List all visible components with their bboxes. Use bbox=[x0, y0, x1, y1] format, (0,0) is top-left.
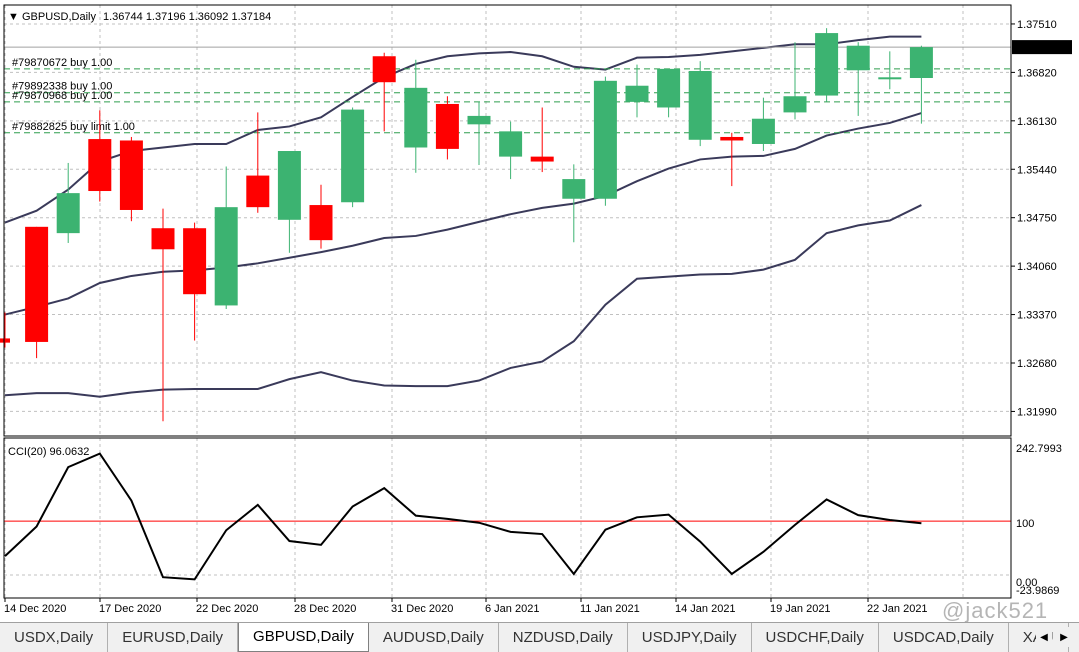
chart-frame bbox=[3, 4, 1012, 599]
date-tick-label: 11 Jan 2021 bbox=[580, 603, 640, 615]
candle-body bbox=[751, 118, 775, 144]
cci-axis-top: 242.7993 bbox=[1016, 443, 1062, 455]
cci-pane-border bbox=[3, 437, 1012, 599]
candle-body bbox=[435, 103, 459, 149]
tab-usdjpy-daily[interactable]: USDJPY,Daily bbox=[628, 623, 752, 652]
candle-body bbox=[499, 131, 523, 157]
candle-body bbox=[119, 140, 143, 210]
price-tick-label: 1.36130 bbox=[1017, 116, 1057, 128]
main-pane-border bbox=[3, 4, 1012, 437]
tab-usdx-daily[interactable]: USDX,Daily bbox=[0, 623, 109, 652]
current-price-label: 1.37184 bbox=[1017, 42, 1057, 54]
tab-scroll-right-icon[interactable]: ▶ bbox=[1056, 627, 1072, 647]
tab-usdcad-daily[interactable]: USDCAD,Daily bbox=[879, 623, 1009, 652]
candle-body bbox=[0, 338, 10, 343]
cci-level-label: 100 bbox=[1016, 518, 1034, 530]
cci-title: CCI(20) 96.0632 bbox=[8, 446, 89, 458]
price-tick-label: 1.36820 bbox=[1017, 67, 1057, 79]
order-label: #79870672 buy 1.00 bbox=[12, 57, 112, 69]
date-tick-label: 14 Dec 2020 bbox=[4, 603, 66, 615]
chart-title-ohlc: 1.36744 1.37196 1.36092 1.37184 bbox=[103, 11, 271, 23]
date-tick-label: 14 Jan 2021 bbox=[675, 603, 736, 615]
candle-body bbox=[625, 85, 649, 102]
order-label: #79882825 buy limit 1.00 bbox=[12, 121, 135, 133]
candle-body bbox=[56, 193, 80, 234]
price-tick-label: 1.34060 bbox=[1017, 261, 1057, 273]
candle-body bbox=[372, 56, 396, 83]
cci-line bbox=[4, 452, 922, 581]
order-label: #79892338 buy 1.00 bbox=[12, 81, 112, 93]
tab-audusd-daily[interactable]: AUDUSD,Daily bbox=[369, 623, 499, 652]
bollinger-middle-line bbox=[4, 112, 922, 316]
date-tick-label: 17 Dec 2020 bbox=[99, 603, 161, 615]
cci-grid bbox=[4, 438, 964, 598]
candle-body bbox=[878, 77, 902, 80]
cci-axis-bottom: -23.9869 bbox=[1016, 585, 1059, 597]
tab-nzdusd-daily[interactable]: NZDUSD,Daily bbox=[499, 623, 628, 652]
chart-background bbox=[0, 0, 1079, 622]
candle-body bbox=[657, 68, 681, 108]
candle-body bbox=[909, 47, 933, 79]
date-tick-label: 22 Jan 2021 bbox=[867, 603, 928, 615]
candle-body bbox=[246, 175, 270, 208]
price-tick-label: 1.34750 bbox=[1017, 213, 1057, 225]
candle-body bbox=[214, 207, 238, 306]
cci-indicator bbox=[4, 452, 1011, 581]
watermark: @jack521 bbox=[942, 598, 1049, 623]
cci-level-label-bg bbox=[1012, 516, 1038, 530]
chart-title-symbol: GBPUSD,Daily bbox=[22, 11, 96, 23]
date-tick-label: 19 Jan 2021 bbox=[770, 603, 831, 615]
candle-body bbox=[467, 115, 491, 125]
chart-tab-bar: USDX,Daily EURUSD,Daily GBPUSD,Daily AUDUSD… bbox=[0, 622, 1079, 652]
candles bbox=[0, 28, 933, 422]
date-tick-label: 28 Dec 2020 bbox=[294, 603, 356, 615]
tab-gbpusd-daily[interactable]: GBPUSD,Daily bbox=[238, 623, 369, 652]
date-tick-label: 22 Dec 2020 bbox=[196, 603, 258, 615]
date-axis: 14 Dec 2020 17 Dec 2020 22 Dec 2020 28 Dec … bbox=[4, 598, 928, 615]
bollinger-lower-line bbox=[4, 204, 922, 398]
tab-scroll-left-icon[interactable]: ◀ bbox=[1036, 627, 1052, 647]
price-tick-label: 1.37510 bbox=[1017, 19, 1057, 31]
tab-usdchf-daily[interactable]: USDCHF,Daily bbox=[752, 623, 879, 652]
order-label: #79870968 buy 1.00 bbox=[12, 90, 112, 102]
candle-body bbox=[846, 45, 870, 71]
candle-body bbox=[530, 156, 554, 162]
date-tick-label: 6 Jan 2021 bbox=[485, 603, 539, 615]
candle-body bbox=[404, 87, 428, 148]
candle-body bbox=[183, 228, 207, 295]
price-axis: 1.37510 1.36820 1.36130 1.35440 1.34750 1.340… bbox=[1011, 19, 1072, 418]
candle-body bbox=[309, 205, 333, 241]
current-price-box bbox=[1012, 40, 1072, 55]
candle-body bbox=[277, 151, 301, 220]
candle-body bbox=[720, 136, 744, 141]
candle-body bbox=[783, 96, 807, 113]
date-tick-label: 31 Dec 2020 bbox=[391, 603, 453, 615]
candle-body bbox=[593, 80, 617, 199]
price-tick-label: 1.33370 bbox=[1017, 310, 1057, 322]
candle-body bbox=[688, 70, 712, 140]
candle-body bbox=[815, 33, 839, 96]
cci-axis-zero: 0.00 bbox=[1016, 577, 1037, 589]
candle-body bbox=[88, 139, 112, 192]
candle-body bbox=[562, 179, 586, 199]
price-tick-label: 1.32680 bbox=[1017, 358, 1057, 370]
price-tick-label: 1.31990 bbox=[1017, 406, 1057, 418]
candle-body bbox=[25, 226, 49, 342]
candle-body bbox=[341, 109, 365, 203]
chart-area[interactable]: #79870672 buy 1.00#79892338 buy 1.00#798… bbox=[0, 0, 1079, 622]
candle-body bbox=[151, 228, 175, 250]
price-tick-label: 1.35440 bbox=[1017, 164, 1057, 176]
chart-title-arrow[interactable]: ▼ bbox=[8, 11, 19, 23]
tab-eurusd-daily[interactable]: EURUSD,Daily bbox=[108, 623, 239, 652]
